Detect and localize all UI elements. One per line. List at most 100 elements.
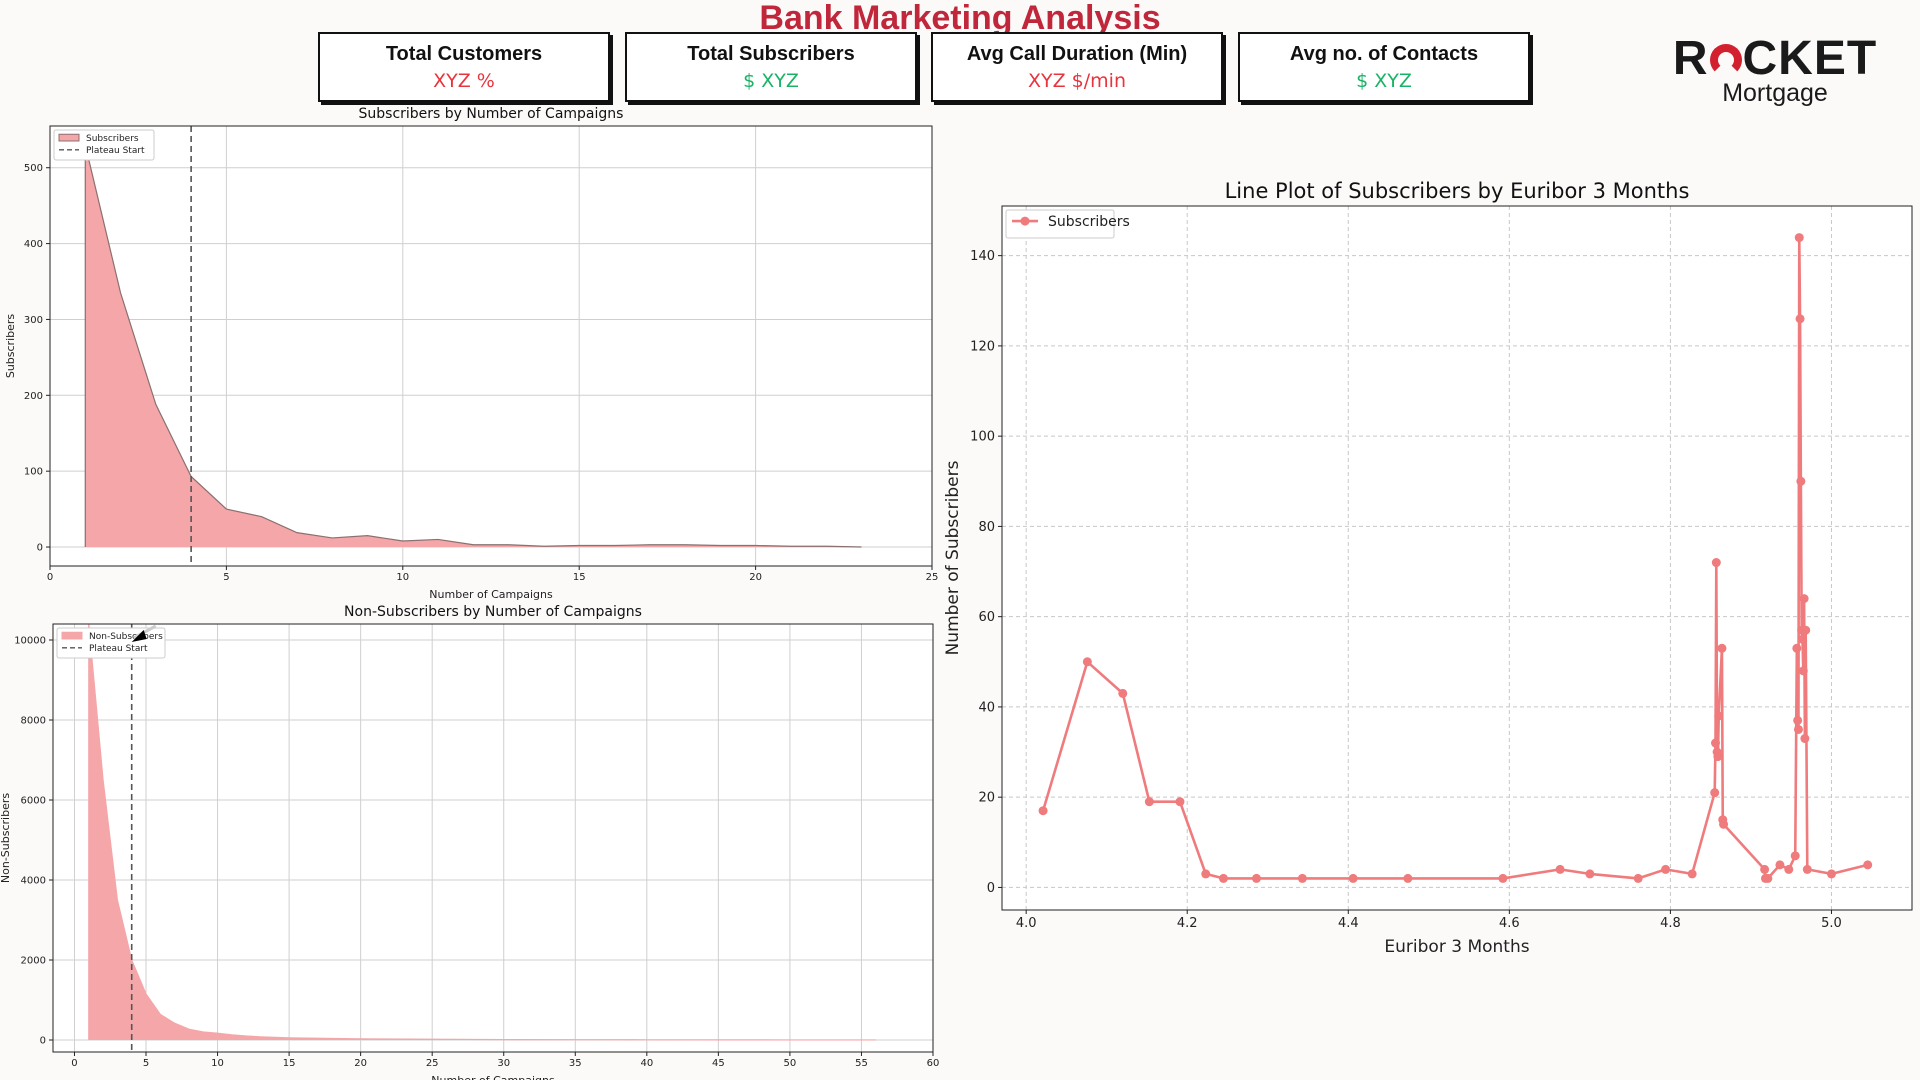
- y-tick-label: 200: [24, 391, 43, 402]
- series-area-subscribers: [85, 144, 862, 548]
- data-point: [1633, 873, 1643, 883]
- kpi-card-avg-call-duration: Avg Call Duration (Min) XYZ $/min: [931, 32, 1223, 102]
- data-point: [1711, 558, 1721, 568]
- x-tick-label: 5.0: [1821, 916, 1842, 931]
- x-tick-label: 15: [283, 1058, 296, 1069]
- plot-frame: [49, 125, 933, 567]
- x-tick-label: 60: [927, 1058, 940, 1069]
- data-point: [1348, 873, 1358, 883]
- data-point: [1775, 860, 1785, 870]
- x-tick-label: 4.0: [1016, 916, 1037, 931]
- y-tick-label: 10000: [14, 636, 46, 647]
- data-point: [1717, 643, 1727, 653]
- y-tick-label: 0: [37, 543, 43, 554]
- legend-label-series: Subscribers: [86, 134, 139, 144]
- y-tick-label: 20: [978, 791, 995, 806]
- chart-title: Line Plot of Subscribers by Euribor 3 Mo…: [1225, 179, 1690, 203]
- data-point: [1763, 873, 1773, 883]
- y-tick-label: 140: [970, 249, 995, 264]
- data-point: [1175, 797, 1185, 807]
- plot-area: [1002, 206, 1912, 910]
- kpi-card-total-customers: Total Customers XYZ %: [318, 32, 610, 102]
- data-point: [1710, 788, 1720, 798]
- legend-swatch-area: [58, 133, 80, 142]
- x-tick-label: 55: [855, 1058, 868, 1069]
- legend-swatch-marker: [1020, 216, 1030, 226]
- x-axis-label: Number of Campaigns: [429, 588, 553, 601]
- logo-word-right: CKET: [1742, 32, 1878, 85]
- plot-frame: [52, 623, 934, 1053]
- series-edge-line: [88, 623, 876, 1041]
- y-tick-label: 4000: [21, 876, 46, 887]
- non-subscribers-area-chart: 0 5 10 15 20 25 30 35 40 45 50 55 60 0 2000 4000 6000 800…: [0, 604, 940, 1080]
- x-tick-label: 35: [569, 1058, 582, 1069]
- legend-box: [1005, 209, 1115, 239]
- y-tick-label: 2000: [21, 956, 46, 967]
- kpi-value: XYZ %: [433, 70, 495, 92]
- rocket-mortgage-logo: R CKET Mortgage: [1670, 32, 1880, 107]
- data-point: [1799, 594, 1809, 604]
- data-point: [1796, 476, 1806, 486]
- legend-swatch-area: [61, 631, 83, 640]
- y-tick-label: 6000: [21, 796, 46, 807]
- kpi-card-avg-contacts: Avg no. of Contacts $ XYZ: [1238, 32, 1530, 102]
- y-tick-label: 80: [978, 520, 995, 535]
- y-tick-label: 300: [24, 315, 43, 326]
- data-point: [1793, 715, 1803, 725]
- kpi-value: XYZ $/min: [1028, 70, 1126, 92]
- logo-subtitle: Mortgage: [1722, 79, 1828, 107]
- x-tick-label: 40: [640, 1058, 653, 1069]
- data-point: [1790, 851, 1800, 861]
- x-tick-label: 20: [749, 572, 762, 583]
- x-tick-label: 5: [223, 572, 229, 583]
- data-point: [1585, 869, 1595, 879]
- data-point: [1297, 873, 1307, 883]
- y-tick-label: 500: [24, 163, 43, 174]
- data-point: [1719, 819, 1729, 829]
- annotation-arrow-icon: [131, 630, 147, 642]
- data-point: [1661, 864, 1671, 874]
- y-tick-label: 100: [24, 467, 43, 478]
- data-point: [1795, 314, 1805, 324]
- data-point: [1784, 864, 1794, 874]
- x-tick-label: 30: [497, 1058, 510, 1069]
- chart-title: Non-Subscribers by Number of Campaigns: [344, 604, 642, 620]
- subscribers-area-chart: 0 5 10 15 20 25 0 100 200 300 400 500 Subscribers by…: [4, 106, 939, 601]
- data-point: [1793, 724, 1803, 734]
- data-point: [1403, 873, 1413, 883]
- dashboard-title: Bank Marketing Analysis: [759, 0, 1161, 37]
- legend-label-plateau: Plateau Start: [89, 644, 148, 654]
- data-point: [1251, 873, 1261, 883]
- y-tick-label: 8000: [21, 716, 46, 727]
- data-point: [1038, 806, 1048, 816]
- data-point: [1801, 625, 1811, 635]
- y-tick-label: 120: [970, 339, 995, 354]
- x-tick-label: 5: [143, 1058, 149, 1069]
- data-point: [1792, 643, 1802, 653]
- plot-frame: [1001, 205, 1913, 911]
- data-point: [1802, 864, 1812, 874]
- y-tick-label: 40: [978, 700, 995, 715]
- y-axis-label: Number of Subscribers: [943, 460, 963, 655]
- data-point: [1794, 233, 1804, 243]
- y-axis-label: Non-Subscribers: [0, 793, 12, 883]
- data-point: [1218, 873, 1228, 883]
- x-tick-label: 15: [573, 572, 586, 583]
- x-tick-label: 45: [712, 1058, 725, 1069]
- x-tick-label: 4.6: [1499, 916, 1520, 931]
- x-tick-label: 4.8: [1660, 916, 1681, 931]
- kpi-label: Avg no. of Contacts: [1289, 43, 1479, 65]
- kpi-label: Total Customers: [385, 43, 543, 65]
- kpi-value: $ XYZ: [743, 70, 799, 92]
- x-tick-label: 4.2: [1177, 916, 1198, 931]
- logo-word-left: R: [1672, 32, 1709, 85]
- data-point: [1498, 873, 1508, 883]
- y-tick-label: 0: [987, 881, 995, 896]
- y-axis-label: Subscribers: [4, 314, 17, 379]
- annotation-arrow-shaft: [132, 624, 157, 640]
- kpi-card-total-subscribers: Total Subscribers $ XYZ: [625, 32, 917, 102]
- euribor-line-chart: 4.0 4.2 4.4 4.6 4.8 5.0 0 20 40 60 80 100 120 140 Line…: [943, 179, 1913, 957]
- x-tick-label: 25: [926, 572, 939, 583]
- x-axis-label: Euribor 3 Months: [1384, 937, 1529, 957]
- x-axis-label: Number of Campaigns: [431, 1074, 555, 1080]
